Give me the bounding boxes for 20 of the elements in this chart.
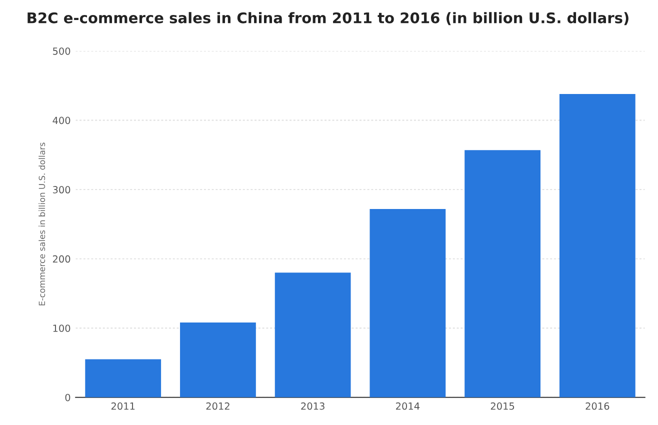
- x-tick-label: 2013: [301, 402, 324, 410]
- y-tick-label: 500: [53, 47, 70, 55]
- bar: [274, 272, 351, 398]
- y-tick-label: 0: [65, 394, 70, 402]
- x-tick-label: 2014: [396, 402, 420, 410]
- bar: [370, 208, 446, 398]
- x-tick-label: 2011: [111, 402, 135, 410]
- y-tick-label: 400: [52, 116, 70, 124]
- x-tick-label: 2012: [206, 402, 230, 410]
- y-tick-label: 100: [53, 324, 70, 332]
- y-axis-title: E-commerce sales in billion U.S. dollars: [38, 142, 46, 306]
- y-tick-label: 200: [52, 255, 70, 263]
- bar: [85, 359, 162, 398]
- chart-title: B2C e-commerce sales in China from 2011 to 2016 (in billion U.S. dollars): [28, 12, 628, 26]
- y-tick-label: 300: [52, 186, 70, 194]
- x-tick-label: 2016: [586, 402, 610, 410]
- bar: [559, 94, 636, 398]
- x-tick-label: 2015: [490, 402, 514, 410]
- bar: [464, 150, 540, 398]
- bar: [180, 322, 256, 398]
